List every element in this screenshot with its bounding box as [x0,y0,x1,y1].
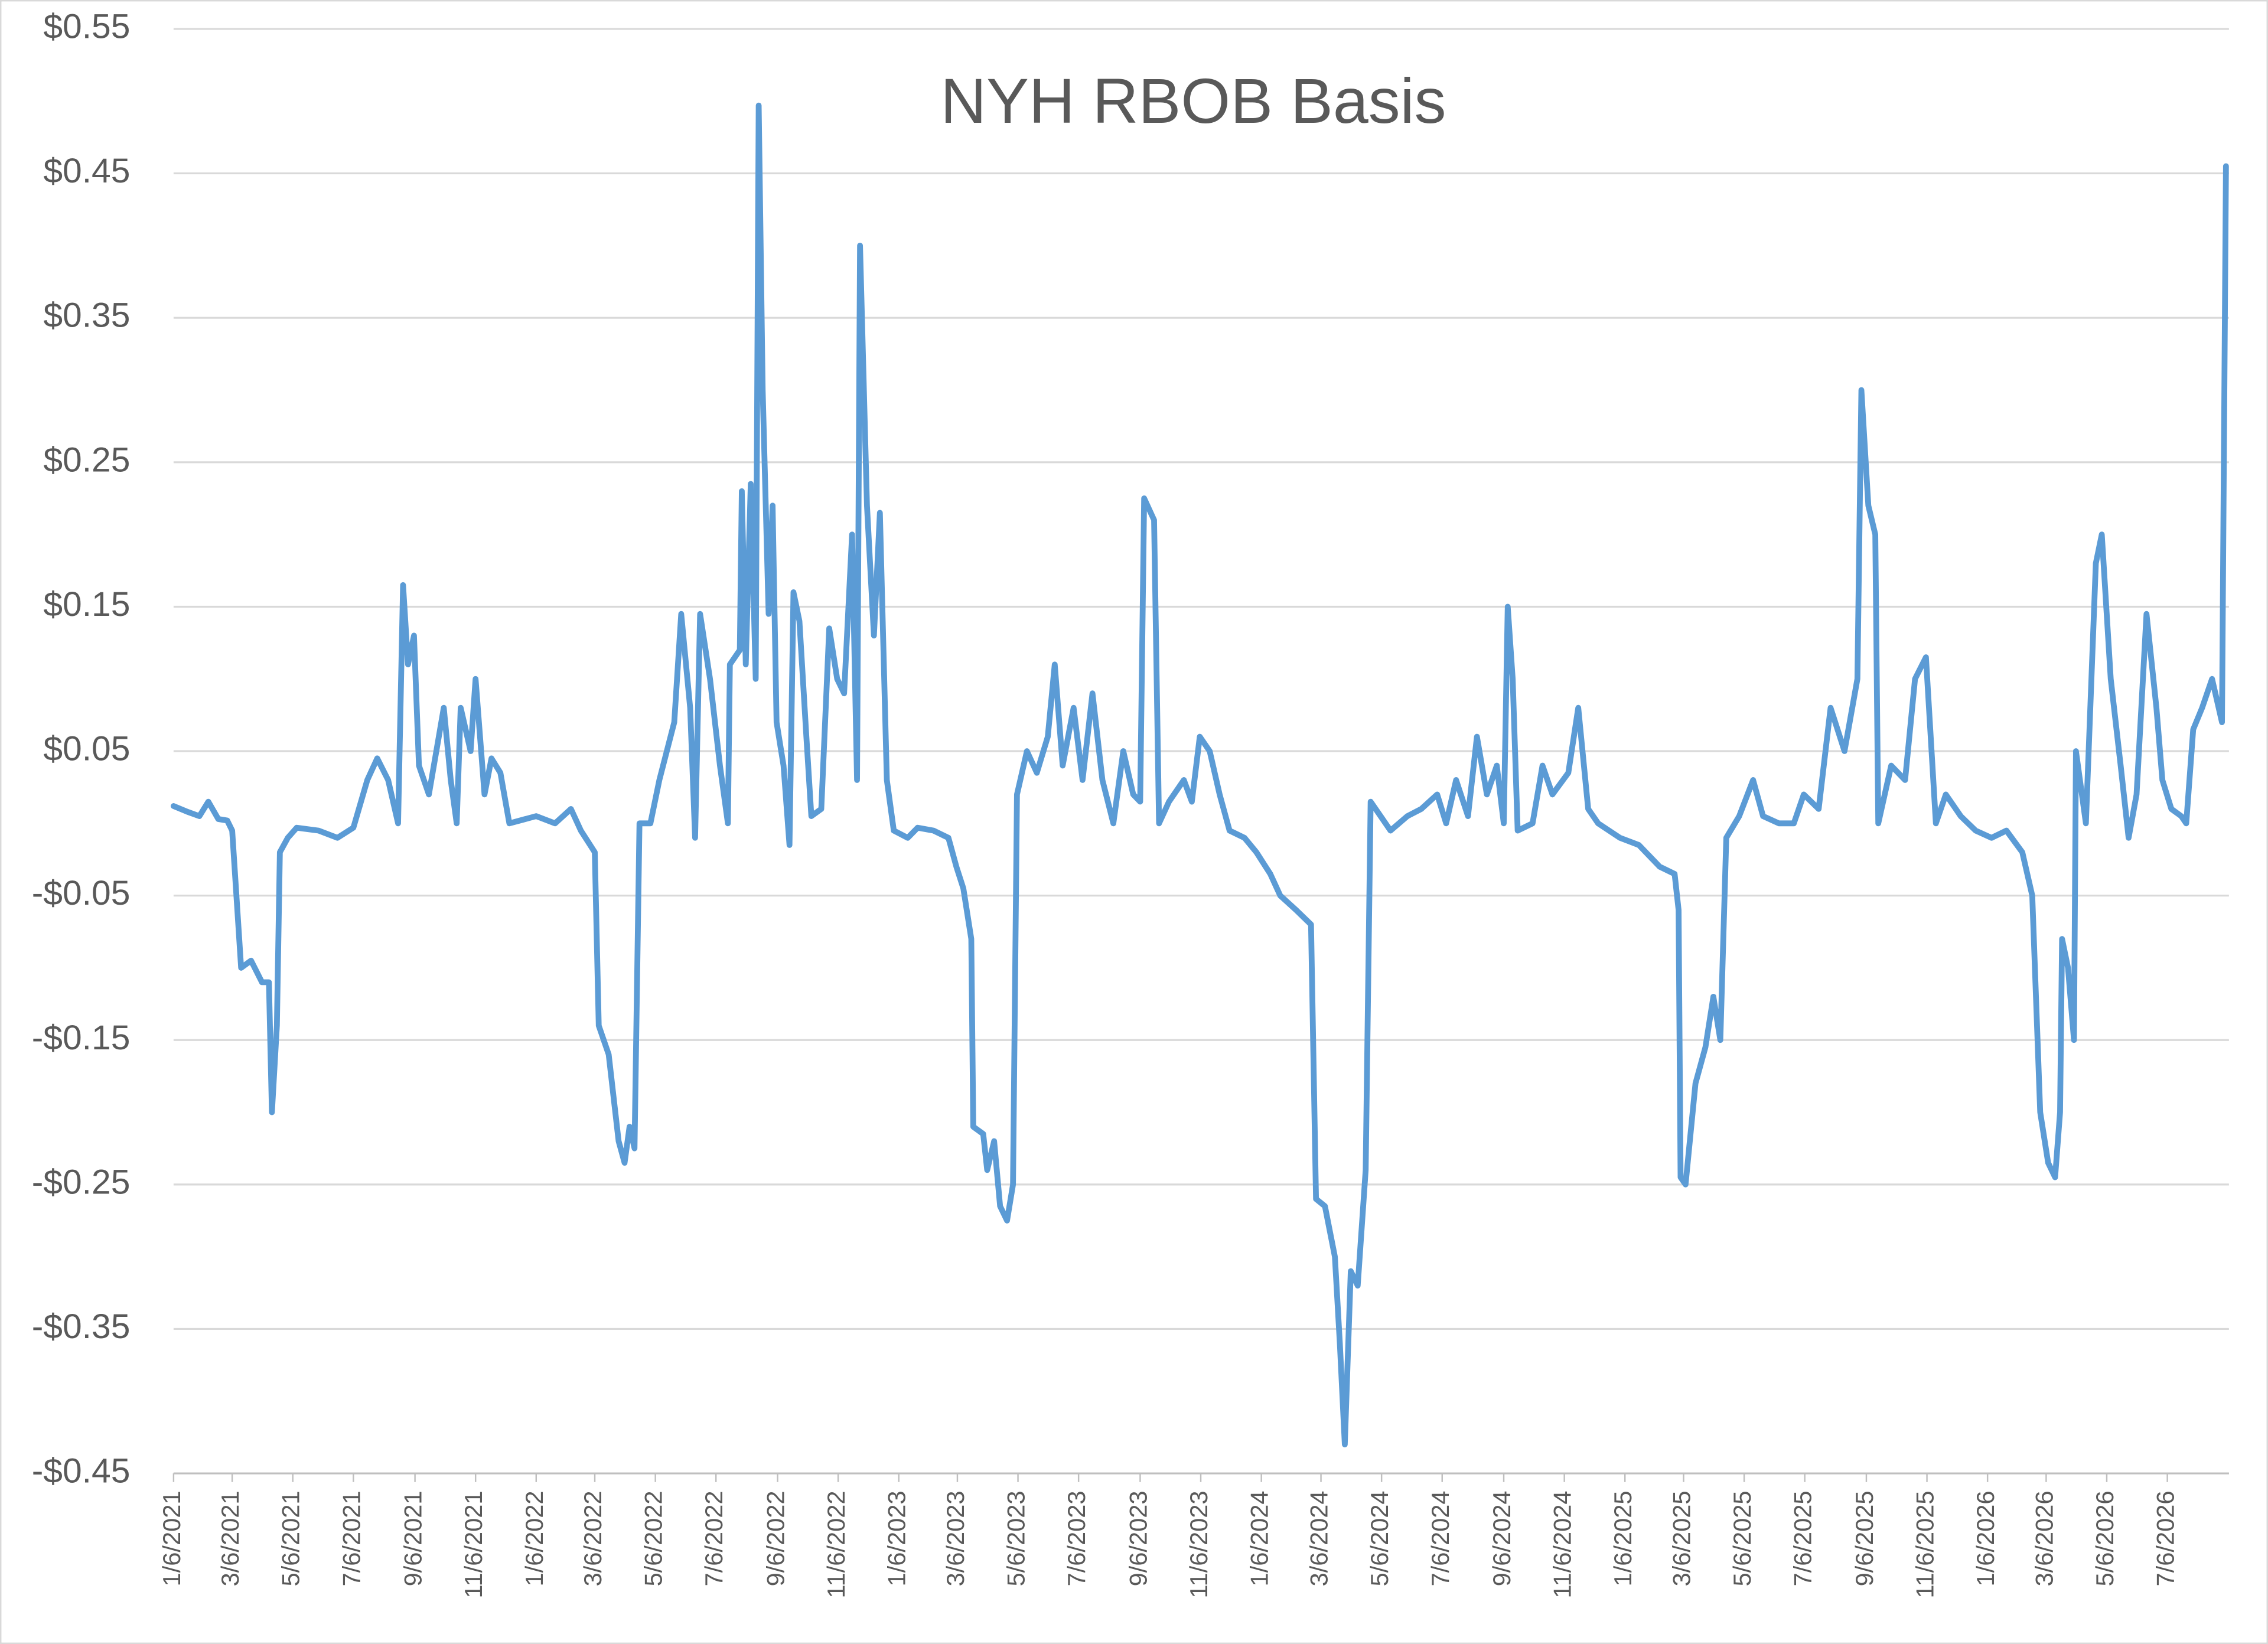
x-tick-label: 11/6/2021 [460,1490,487,1598]
x-tick-label: 7/6/2026 [2152,1490,2179,1586]
x-tick-label: 1/6/2025 [1609,1490,1637,1586]
x-tick-label: 7/6/2021 [337,1490,365,1586]
x-tick-label: 5/6/2026 [2091,1490,2119,1586]
x-tick-label: 11/6/2024 [1549,1490,1576,1598]
y-tick-label: $0.15 [43,585,130,624]
x-tick-label: 7/6/2022 [700,1490,728,1586]
x-tick-label: 3/6/2024 [1305,1490,1333,1586]
x-tick-label: 1/6/2023 [883,1490,911,1586]
x-tick-label: 5/6/2025 [1728,1490,1756,1586]
x-tick-label: 5/6/2024 [1366,1490,1393,1586]
x-tick-label: 3/6/2026 [2030,1490,2058,1586]
x-tick-label: 3/6/2023 [941,1490,969,1586]
x-tick-label: 9/6/2025 [1850,1490,1878,1586]
y-tick-label: -$0.25 [32,1163,131,1201]
x-tick-label: 1/6/2024 [1246,1490,1273,1586]
x-tick-label: 11/6/2023 [1185,1490,1213,1598]
x-tick-label: 9/6/2024 [1488,1490,1516,1586]
x-tick-label: 11/6/2022 [822,1490,850,1598]
x-tick-label: 1/6/2026 [1972,1490,1999,1586]
y-tick-label: $0.25 [43,441,130,479]
x-tick-label: 5/6/2021 [277,1490,305,1586]
x-tick-label: 7/6/2025 [1789,1490,1817,1586]
x-tick-label: 7/6/2023 [1063,1490,1090,1586]
y-tick-label: $0.45 [43,152,130,190]
y-tick-label: -$0.35 [32,1307,131,1346]
x-tick-label: 9/6/2022 [762,1490,790,1586]
x-tick-label: 1/6/2021 [158,1490,185,1586]
data-line [170,102,2229,1448]
y-tick-label: $0.55 [43,8,130,46]
chart-title: NYH RBOB Basis [940,65,1446,136]
x-tick-label: 3/6/2025 [1667,1490,1695,1586]
x-tick-label: 9/6/2023 [1124,1490,1152,1586]
y-tick-label: $0.35 [43,296,130,335]
x-tick-label: 3/6/2022 [579,1490,607,1586]
x-tick-label: 7/6/2024 [1426,1490,1454,1586]
y-tick-label: -$0.05 [32,874,131,912]
y-tick-label: $0.05 [43,730,130,768]
x-tick-label: 1/6/2022 [520,1490,548,1586]
y-tick-label: -$0.45 [32,1452,131,1490]
x-tick-label: 3/6/2021 [216,1490,244,1586]
x-tick-label: 11/6/2025 [1911,1490,1939,1598]
x-tick-label: 9/6/2021 [399,1490,427,1586]
x-tick-label: 5/6/2023 [1002,1490,1030,1586]
x-tick-label: 5/6/2022 [640,1490,667,1586]
y-tick-label: -$0.15 [32,1019,131,1057]
